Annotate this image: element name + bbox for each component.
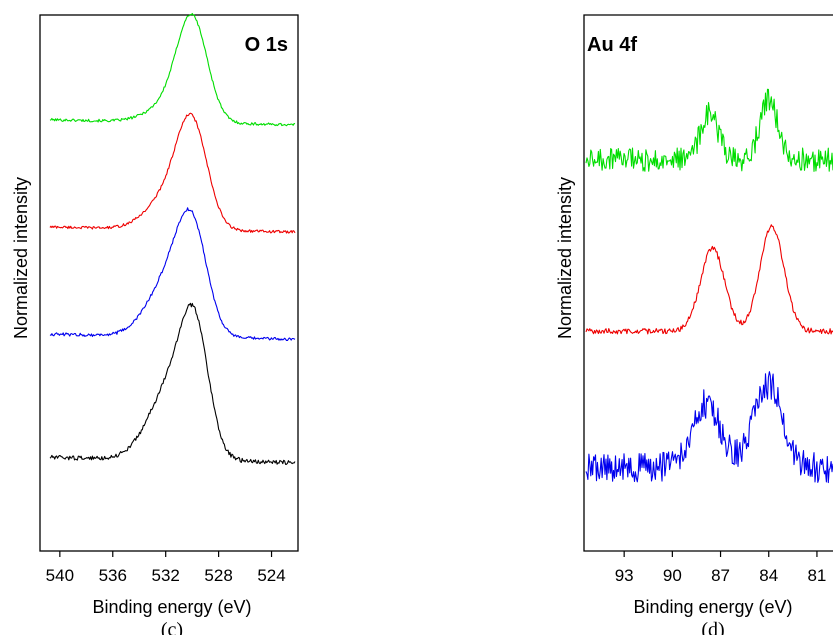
series-line-d-1 xyxy=(585,224,833,335)
chart-title-d: Au 4f xyxy=(587,34,637,56)
plot-frame-d xyxy=(583,14,833,552)
x-axis-label-d: Binding energy (eV) xyxy=(633,597,792,617)
series-group-d xyxy=(585,88,833,484)
x-ticks-c: 540 536 532 528 524 xyxy=(46,551,286,585)
panel-d: Au 4f 93 90 87 84 81 Binding energy (eV) Nor… xyxy=(555,14,833,635)
series-line-c-0 xyxy=(49,12,296,127)
x-tick-label-c-1: 536 xyxy=(99,566,127,585)
x-tick-label-d-3: 84 xyxy=(759,566,778,585)
plot-frame-c xyxy=(39,14,299,552)
caption-c: (c) xyxy=(161,619,183,635)
series-line-c-3 xyxy=(49,302,296,465)
series-group-c xyxy=(49,12,296,465)
x-axis-label-c: Binding energy (eV) xyxy=(92,597,251,617)
x-tick-label-c-3: 528 xyxy=(204,566,232,585)
x-tick-label-c-2: 532 xyxy=(152,566,180,585)
chart-title-c: O 1s xyxy=(245,34,288,56)
series-line-c-1 xyxy=(49,112,296,234)
x-tick-label-c-0: 540 xyxy=(46,566,74,585)
series-line-c-2 xyxy=(49,207,296,342)
x-tick-label-d-1: 90 xyxy=(663,566,682,585)
y-axis-label-c: Normalized intensity xyxy=(11,177,31,339)
x-ticks-d: 93 90 87 84 81 xyxy=(615,551,826,585)
series-line-d-2 xyxy=(585,371,833,484)
x-tick-label-d-4: 81 xyxy=(807,566,826,585)
x-tick-label-c-4: 524 xyxy=(257,566,285,585)
x-tick-label-d-0: 93 xyxy=(615,566,634,585)
caption-d: (d) xyxy=(701,619,724,635)
x-tick-label-d-2: 87 xyxy=(711,566,730,585)
series-line-d-0 xyxy=(585,88,833,172)
panel-c: O 1s 540 536 532 528 524 Binding energy (eV)… xyxy=(11,12,299,635)
y-axis-label-d: Normalized intensity xyxy=(555,177,575,339)
